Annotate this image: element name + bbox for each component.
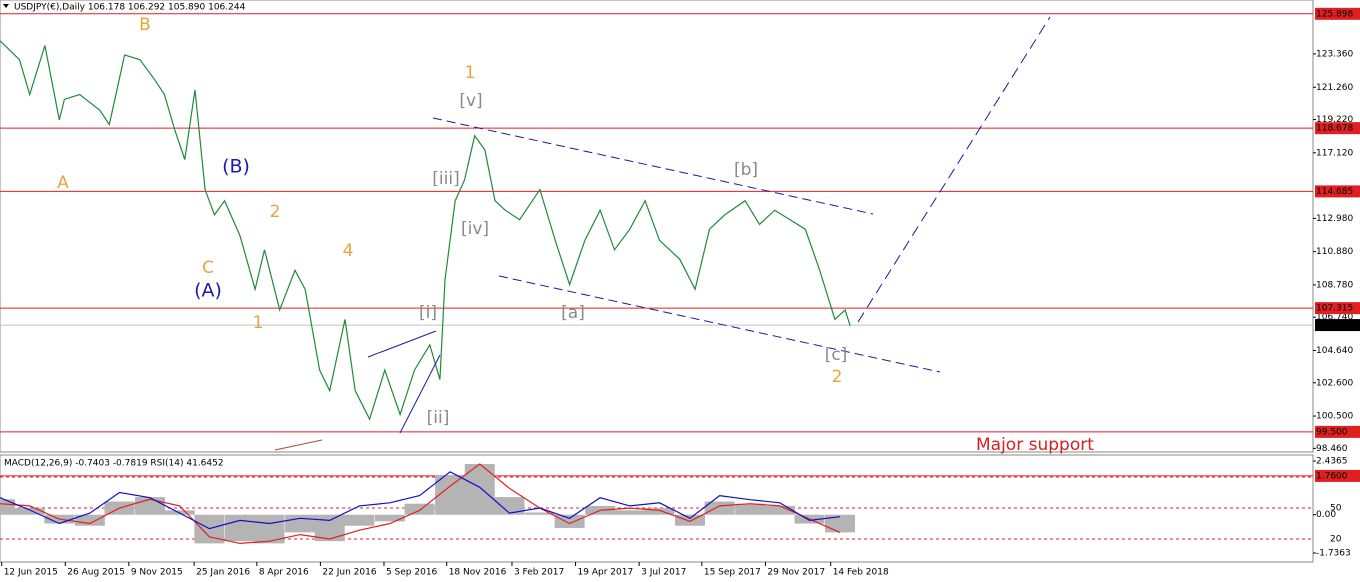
projection-line	[857, 16, 1051, 323]
wave-label: [c]	[825, 345, 848, 365]
menu-icon[interactable]	[3, 4, 9, 8]
wave-label: (B)	[222, 156, 250, 178]
y-tick-label: -1.7363	[1316, 549, 1351, 559]
level-label: 1.7600	[1316, 471, 1348, 481]
y-tick-label: 104.640	[1316, 346, 1353, 356]
level-label-box	[1315, 7, 1360, 20]
macd-bar	[344, 514, 375, 526]
macd-bar	[285, 514, 316, 533]
macd-bar	[374, 514, 405, 522]
x-tick-label: 14 Feb 2018	[833, 568, 889, 578]
y-tick-label: 123.360	[1316, 50, 1353, 60]
macd-bar	[764, 505, 795, 515]
level-label-box	[1315, 185, 1360, 198]
wave-label: 2	[832, 367, 843, 387]
wave-label: C	[202, 258, 214, 278]
series-line	[0, 463, 841, 545]
macd-bar	[494, 497, 525, 515]
level-label: 99.500	[1316, 427, 1348, 437]
y-tick-label: 121.260	[1316, 83, 1353, 93]
wave-label: [a]	[561, 303, 585, 323]
wave-label: [iii]	[432, 169, 459, 189]
macd-bar	[554, 514, 585, 528]
indicator-title: MACD(12,26,9) -0.7403 -0.7819 RSI(14) 41…	[4, 459, 224, 469]
macd-bar	[825, 514, 856, 533]
macd-bar	[674, 514, 705, 526]
series-line	[0, 40, 851, 421]
x-tick-label: 5 Sep 2016	[386, 568, 438, 578]
macd-bar	[404, 503, 435, 515]
level-label-box	[1315, 122, 1360, 135]
level-label-box	[1315, 469, 1360, 482]
x-tick-label: 18 Nov 2016	[449, 568, 507, 578]
trend-line	[367, 330, 437, 358]
last-price-box	[1315, 319, 1360, 332]
y-tick-label: 98.460	[1316, 444, 1348, 454]
wave-label: 4	[343, 241, 354, 261]
level-label: 125.898	[1316, 9, 1353, 19]
x-tick-label: 3 Feb 2017	[514, 568, 564, 578]
macd-bar	[735, 503, 766, 515]
y-tick-label: 2.4365	[1316, 457, 1348, 467]
y-tick-label: 110.880	[1316, 247, 1353, 257]
level-label: 114.685	[1316, 187, 1353, 197]
y-tick-label: 112.980	[1316, 214, 1353, 224]
chart-title: USDJPY(€),Daily 106.178 106.292 105.890 …	[14, 3, 246, 13]
macd-bar	[0, 499, 15, 515]
y2-tick-label: 20	[1330, 534, 1342, 544]
level-label-box	[1315, 425, 1360, 438]
y-tick-label: 0.00	[1316, 510, 1336, 520]
x-tick-label: 22 Jun 2016	[322, 568, 376, 578]
x-tick-label: 3 Jul 2017	[641, 568, 686, 578]
wave-label: B	[139, 15, 151, 35]
trend-line	[274, 439, 323, 451]
y-tick-label: 119.220	[1316, 115, 1353, 125]
series-line	[0, 471, 841, 530]
wave-label: [ii]	[427, 408, 450, 428]
trend-line	[498, 275, 941, 373]
macd-bar	[644, 508, 675, 515]
y-tick-label: 106.740	[1316, 313, 1353, 323]
x-tick-label: 26 Aug 2015	[67, 568, 125, 578]
y-tick-label: 100.500	[1316, 412, 1353, 422]
x-tick-label: 12 Jun 2015	[4, 568, 58, 578]
wave-label: [b]	[734, 160, 758, 180]
macd-bar	[224, 514, 255, 542]
y2-tick-label: 50	[1330, 503, 1342, 513]
wave-label: A	[57, 173, 69, 193]
wave-label: [iv]	[461, 219, 489, 239]
macd-bar	[614, 510, 645, 515]
y-tick-label: 108.780	[1316, 280, 1353, 290]
wave-label: (A)	[194, 280, 222, 302]
y-tick-label: 102.600	[1316, 378, 1353, 388]
support-label: Major support	[976, 435, 1094, 455]
x-tick-label: 9 Nov 2015	[131, 568, 183, 578]
x-tick-label: 19 Apr 2017	[578, 568, 634, 578]
last-price-label: 106.244	[1316, 321, 1353, 331]
macd-bar	[74, 514, 105, 526]
wave-label: 1	[465, 63, 476, 83]
macd-bar	[435, 475, 466, 515]
wave-label: 1	[253, 313, 264, 333]
x-tick-label: 25 Jan 2016	[196, 568, 250, 578]
x-tick-label: 8 Apr 2016	[259, 568, 309, 578]
wave-label: [v]	[459, 91, 482, 111]
level-label-box	[1315, 302, 1360, 315]
level-label: 118.678	[1316, 124, 1353, 134]
macd-bar	[524, 512, 555, 515]
wave-label: 2	[270, 202, 281, 222]
price-panel	[0, 0, 1314, 453]
wave-label: [i]	[419, 303, 437, 323]
level-label: 107.315	[1316, 304, 1353, 314]
trend-line	[432, 117, 874, 215]
x-tick-label: 29 Nov 2017	[767, 568, 825, 578]
trend-line	[399, 354, 441, 434]
macd-bar	[14, 508, 45, 515]
y-tick-label: 117.120	[1316, 148, 1353, 158]
x-tick-label: 15 Sep 2017	[704, 568, 761, 578]
